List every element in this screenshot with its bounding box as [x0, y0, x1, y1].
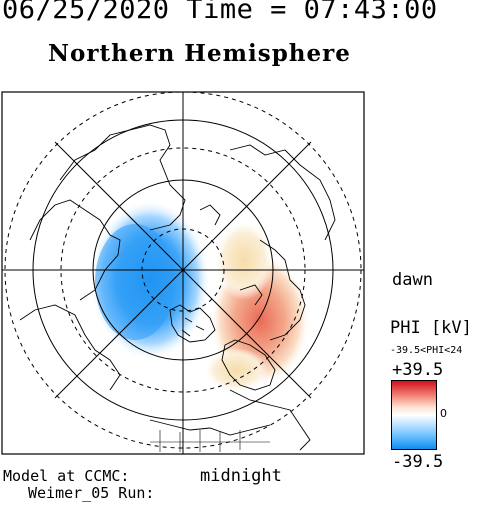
midnight-label: midnight [200, 466, 282, 486]
run-label: Weimer_05 Run: [28, 484, 155, 502]
border-lines [150, 430, 270, 452]
colorbar-range: -39.5<PHI<24 [390, 345, 463, 356]
colorbar-min-label: -39.5 [392, 452, 444, 472]
colorbar-zero-label: 0 [440, 407, 447, 420]
dawn-label: dawn [392, 270, 433, 290]
datetime-header: 06/25/2020 Time = 07:43:00 [2, 0, 438, 25]
model-label: Model at CCMC: [3, 467, 130, 485]
latitude-grid [2, 92, 364, 454]
polar-map [1, 91, 365, 455]
colorbar-title: PHI [kV] [390, 318, 472, 338]
colorbar [391, 380, 437, 450]
coastlines [19, 124, 336, 451]
plot-title: Northern Hemisphere [48, 40, 351, 67]
colorbar-max-label: +39.5 [392, 360, 444, 380]
